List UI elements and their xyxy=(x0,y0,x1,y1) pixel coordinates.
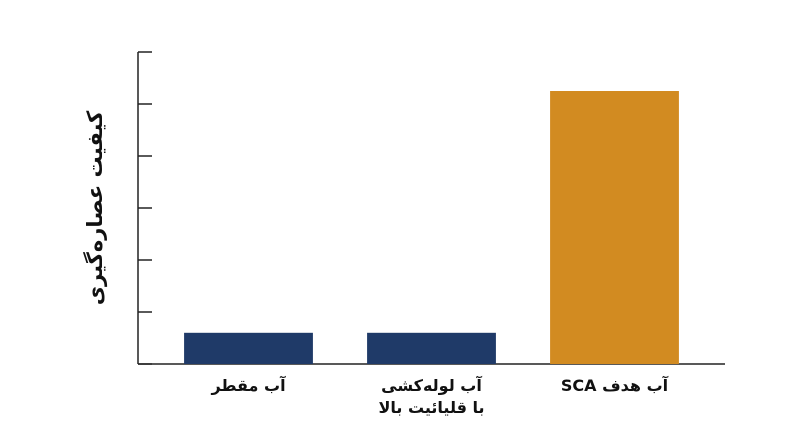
bar xyxy=(367,332,496,364)
bar xyxy=(550,91,679,364)
x-tick-label: آب مقطر xyxy=(211,376,286,395)
y-axis-label: کیفیت عصاره‌گیری xyxy=(83,110,107,306)
x-tick-label: آب هدف SCA xyxy=(560,376,669,395)
x-tick-label: آب لوله‌کشی با قلیائیت بالا xyxy=(378,376,485,417)
bar xyxy=(184,332,313,364)
